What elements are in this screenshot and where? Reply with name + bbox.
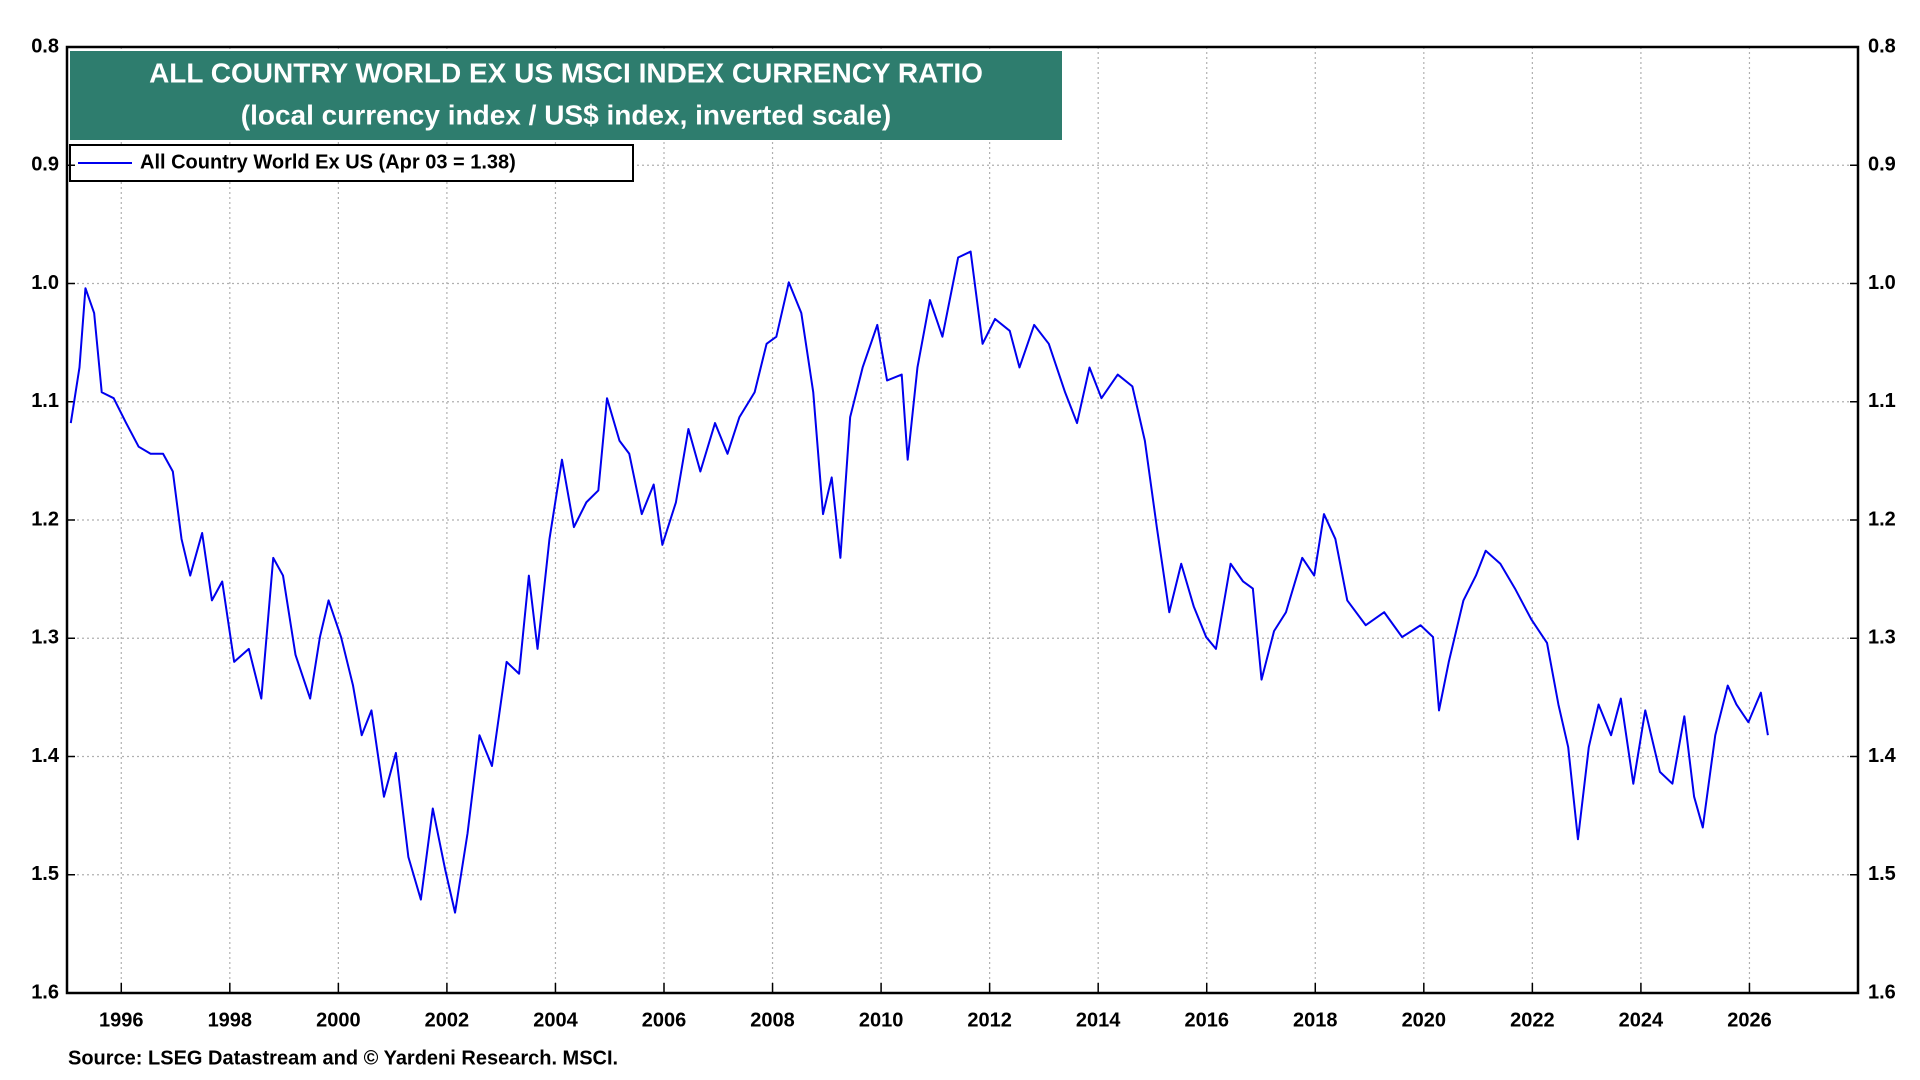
x-tick-label: 1996	[99, 1009, 144, 1031]
data-line	[69, 250, 1769, 914]
x-tick-label: 2006	[642, 1009, 687, 1031]
y-tick-label: 1.3	[31, 627, 59, 649]
y2-tick-label: 0.9	[1868, 154, 1896, 176]
y-tick-label: 1.0	[31, 272, 59, 294]
y2-tick-label: 1.1	[1868, 390, 1896, 412]
x-tick-label: 2018	[1293, 1009, 1338, 1031]
x-tick-label: 2020	[1402, 1009, 1447, 1031]
x-tick-label: 2000	[316, 1009, 361, 1031]
x-tick-label: 2026	[1727, 1009, 1772, 1031]
y2-tick-label: 1.6	[1868, 981, 1896, 1003]
y-tick-label: 1.2	[31, 508, 59, 530]
x-tick-label: 2002	[425, 1009, 470, 1031]
x-tick-label: 2022	[1510, 1009, 1555, 1031]
y-tick-label: 1.5	[31, 863, 59, 885]
x-tick-label: 2010	[859, 1009, 904, 1031]
y-tick-label: 1.1	[31, 390, 59, 412]
y2-tick-label: 1.5	[1868, 863, 1896, 885]
title-box	[70, 51, 1062, 140]
x-tick-label: 2014	[1076, 1009, 1121, 1031]
y-tick-label: 1.6	[31, 981, 59, 1003]
source-note: Source: LSEG Datastream and © Yardeni Re…	[68, 1047, 618, 1069]
y2-tick-label: 1.3	[1868, 627, 1896, 649]
legend-box	[69, 144, 634, 182]
y2-tick-label: 1.4	[1868, 745, 1897, 767]
y-tick-label: 0.8	[31, 35, 59, 57]
x-tick-label: 1998	[208, 1009, 253, 1031]
y2-tick-label: 1.2	[1868, 508, 1896, 530]
y-tick-label: 1.4	[31, 745, 60, 767]
x-tick-label: 2004	[533, 1009, 578, 1031]
y-tick-label: 0.9	[31, 154, 59, 176]
legend-label: All Country World Ex US (Apr 03 = 1.38)	[140, 151, 516, 173]
x-tick-label: 2016	[1184, 1009, 1229, 1031]
x-tick-label: 2008	[750, 1009, 795, 1031]
chart-title: ALL COUNTRY WORLD EX US MSCI INDEX CURRE…	[149, 57, 983, 88]
chart-subtitle: (local currency index / US$ index, inver…	[241, 99, 891, 130]
x-tick-label: 2024	[1619, 1009, 1664, 1031]
y2-tick-label: 1.0	[1868, 272, 1896, 294]
x-tick-label: 2012	[967, 1009, 1012, 1031]
y2-tick-label: 0.8	[1868, 35, 1896, 57]
